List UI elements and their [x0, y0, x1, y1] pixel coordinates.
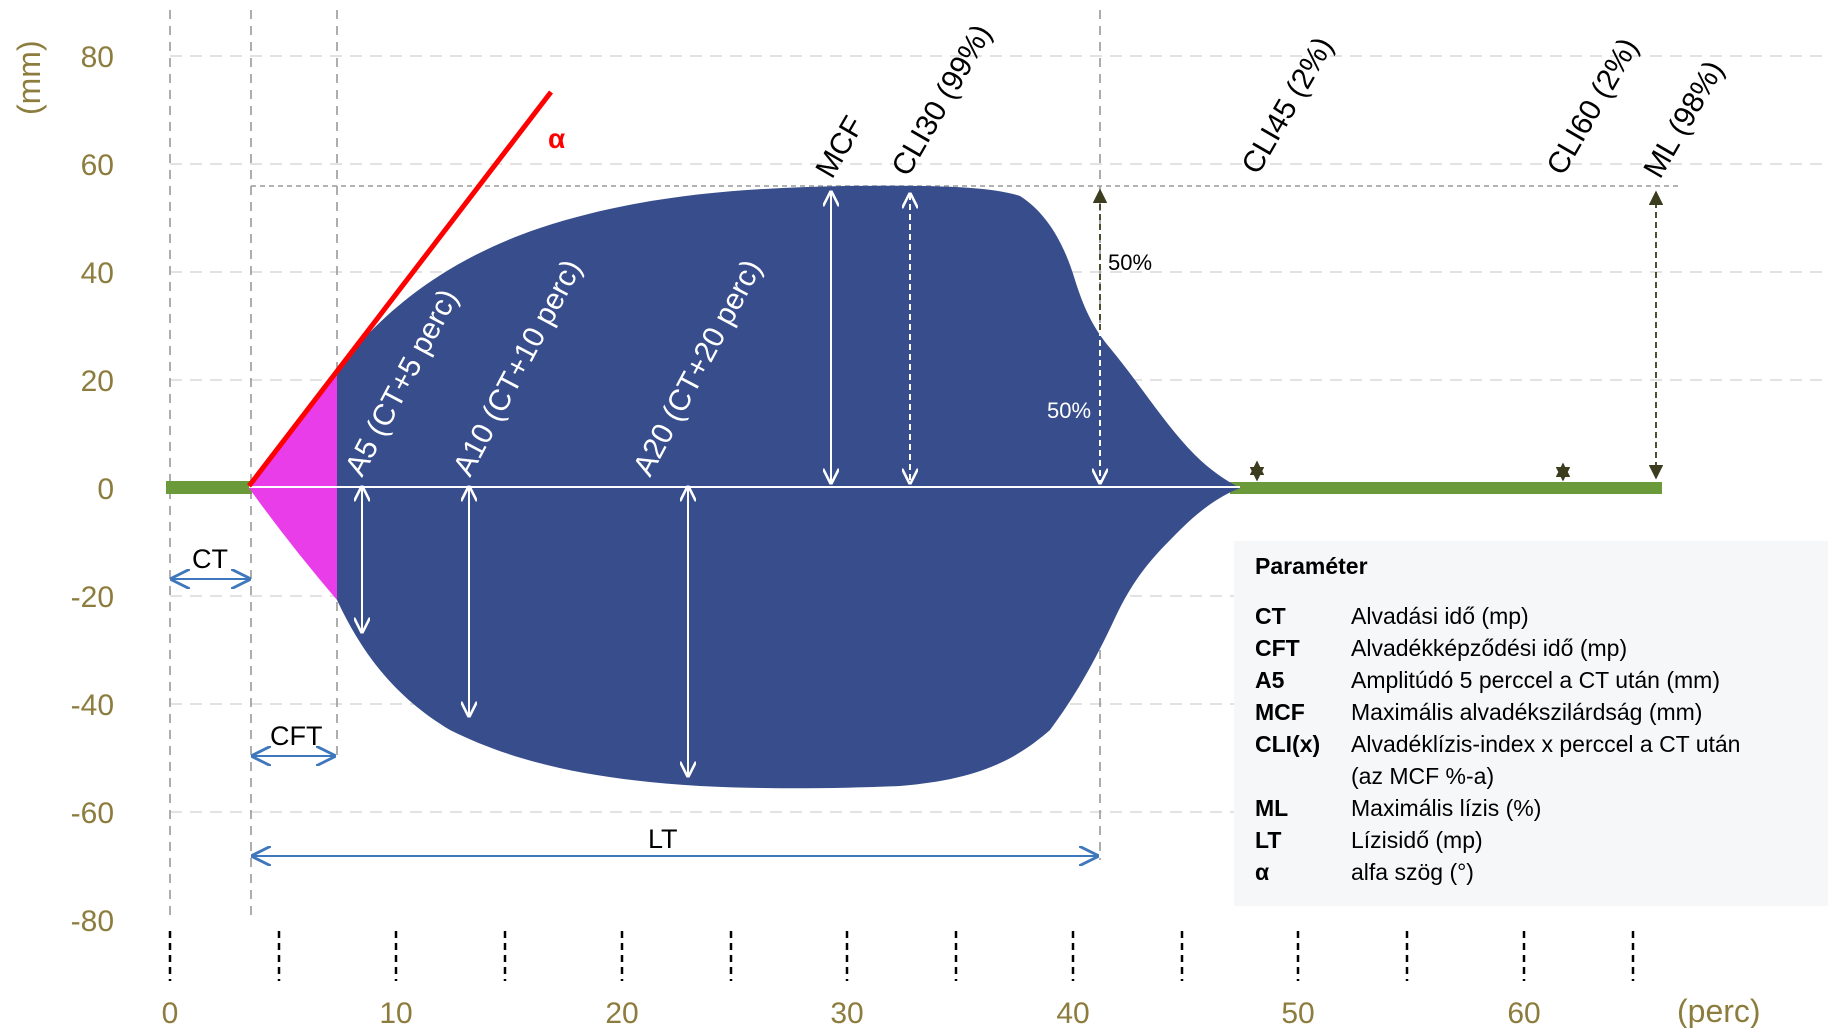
- cli60-label: CLI60 (2%): [1540, 33, 1644, 181]
- legend-row: A5 Amplitúdó 5 perccel a CT után (mm): [1255, 667, 1825, 697]
- legend-desc: Lízisidő (mp): [1351, 827, 1483, 853]
- alpha-label: α: [548, 123, 565, 154]
- x-tick-label: 50: [1281, 997, 1314, 1028]
- lysis-half-upper-label: 50%: [1108, 250, 1152, 275]
- legend-abbr: α: [1255, 859, 1270, 885]
- y-axis: 80 60 40 20 0 -20 -40 -60 -80 (mm): [11, 40, 114, 938]
- legend-desc: Alvadékképződési idő (mp): [1351, 635, 1628, 661]
- legend-row: (az MCF %-a): [1255, 763, 1825, 793]
- x-tick-label: 20: [605, 997, 638, 1028]
- parameter-legend: Paraméter CT Alvadási idő (mp) CFT Alvad…: [1234, 541, 1828, 906]
- legend-row: CLI(x) Alvadéklízis-index x perccel a CT…: [1255, 731, 1825, 761]
- y-tick-label: -60: [71, 797, 114, 830]
- y-axis-unit: (mm): [11, 40, 47, 115]
- legend-row: CFT Alvadékképződési idő (mp): [1255, 635, 1825, 665]
- y-tick-label: 0: [97, 473, 114, 506]
- legend-desc: (az MCF %-a): [1351, 763, 1495, 789]
- cft-interval-label: CFT: [270, 721, 322, 751]
- legend-abbr: CT: [1255, 603, 1286, 629]
- interval-arrows: [172, 579, 1097, 856]
- legend-abbr: MCF: [1255, 699, 1305, 725]
- legend-abbr: ML: [1255, 795, 1289, 821]
- legend-row: CT Alvadási idő (mp): [1255, 603, 1825, 633]
- baseline-before-ct: [166, 481, 252, 494]
- legend-desc: alfa szög (°): [1351, 859, 1474, 885]
- y-tick-label: 60: [81, 149, 114, 182]
- x-tick-label: 60: [1507, 997, 1540, 1028]
- lysis-half-lower-label: 50%: [1047, 398, 1091, 423]
- legend-row: MCF Maximális alvadékszilárdság (mm): [1255, 699, 1825, 729]
- x-tick-label: 0: [162, 997, 179, 1028]
- legend-row: ML Maximális lízis (%): [1255, 795, 1825, 825]
- x-tick-label: 40: [1056, 997, 1089, 1028]
- y-tick-label: -40: [71, 689, 114, 722]
- alpha-angle-line: [247, 90, 553, 488]
- legend-desc: Alvadéklízis-index x perccel a CT után: [1351, 731, 1741, 757]
- ct-interval-label: CT: [192, 544, 228, 574]
- cli45-label: CLI45 (2%): [1235, 32, 1339, 180]
- early-clot-area: [249, 371, 337, 600]
- legend-row: α alfa szög (°): [1255, 859, 1825, 889]
- legend-row: LT Lízisidő (mp): [1255, 827, 1825, 857]
- legend-desc: Amplitúdó 5 perccel a CT után (mm): [1351, 667, 1720, 693]
- legend-abbr: CLI(x): [1255, 731, 1321, 757]
- x-tick-label: 30: [830, 997, 863, 1028]
- cli30-label: CLI30 (99%): [885, 19, 998, 181]
- baseline-trace: [166, 481, 1662, 494]
- mcf-label: MCF: [809, 111, 870, 184]
- x-axis-unit: (perc): [1677, 993, 1761, 1028]
- y-tick-label: 40: [81, 257, 114, 290]
- baseline-after-lysis: [1230, 482, 1662, 494]
- x-tick-label: 10: [379, 997, 412, 1028]
- y-tick-label: -20: [71, 581, 114, 614]
- y-tick-label: 80: [81, 41, 114, 74]
- legend-title: Paraméter: [1255, 553, 1368, 579]
- legend-abbr: A5: [1255, 667, 1285, 693]
- legend-desc: Maximális lízis (%): [1351, 795, 1542, 821]
- legend-desc: Maximális alvadékszilárdság (mm): [1351, 699, 1703, 725]
- legend-abbr: CFT: [1255, 635, 1300, 661]
- legend-abbr: LT: [1255, 827, 1282, 853]
- y-tick-label: 20: [81, 365, 114, 398]
- x-axis-ticks: [168, 931, 1635, 981]
- lt-interval-label: LT: [648, 824, 678, 854]
- amplitude-arrows: [362, 192, 1100, 776]
- x-axis: 0 10 20 30 40 50 60 (perc): [162, 993, 1761, 1028]
- lysis-arrows: [1092, 188, 1664, 482]
- legend-desc: Alvadási idő (mp): [1351, 603, 1529, 629]
- y-tick-label: -80: [71, 905, 114, 938]
